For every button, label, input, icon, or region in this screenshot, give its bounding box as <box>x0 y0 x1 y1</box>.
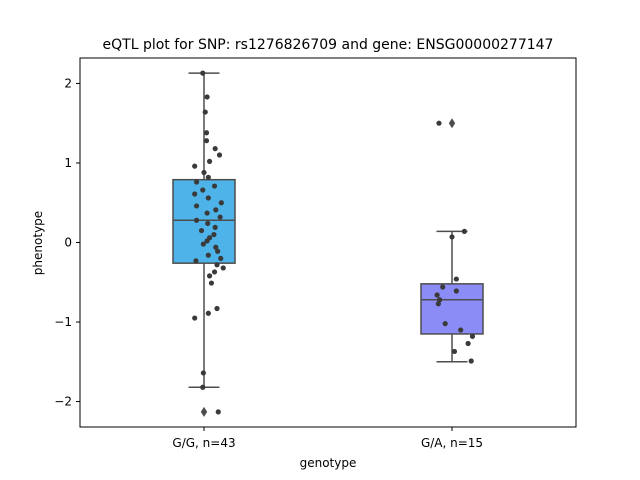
data-point <box>211 231 217 238</box>
data-point <box>192 315 198 321</box>
data-point <box>453 288 459 294</box>
box-iqr <box>172 178 236 264</box>
data-point <box>468 358 474 364</box>
data-point <box>200 370 206 376</box>
data-point <box>193 217 200 223</box>
y-tick-label: −2 <box>54 395 72 409</box>
data-point <box>208 280 215 286</box>
chart-title: eQTL plot for SNP: rs1276826709 and gene… <box>103 37 554 53</box>
data-point <box>213 207 219 213</box>
data-point <box>437 297 443 303</box>
data-point <box>193 179 200 185</box>
data-point <box>217 214 223 220</box>
data-point <box>203 138 210 144</box>
data-point <box>214 262 220 268</box>
data-point <box>193 203 200 209</box>
data-point <box>211 183 218 189</box>
data-point <box>205 174 211 180</box>
box-group <box>420 118 484 364</box>
data-point <box>214 305 220 312</box>
data-point <box>204 210 210 216</box>
data-point <box>215 248 221 254</box>
data-point <box>440 284 446 290</box>
box-group <box>172 70 236 417</box>
data-point <box>451 348 458 355</box>
data-point <box>442 321 448 327</box>
y-axis-label: phenotype <box>31 211 45 275</box>
data-point <box>192 191 198 197</box>
data-point <box>218 255 224 262</box>
data-point <box>200 70 206 76</box>
data-point <box>469 333 476 339</box>
y-axis: 2 1 0 −1 −2 <box>54 76 80 409</box>
data-point <box>458 327 464 333</box>
data-point <box>453 276 459 282</box>
data-point <box>205 252 211 258</box>
x-axis: G/G, n=43 G/A, n=15 <box>172 427 483 450</box>
data-point <box>212 146 218 152</box>
data-point <box>213 244 219 250</box>
data-point <box>206 273 213 279</box>
data-point <box>216 152 223 158</box>
data-point <box>201 169 207 176</box>
data-point <box>215 409 221 415</box>
data-point <box>435 301 441 307</box>
outlier-marker <box>448 118 456 129</box>
data-point <box>220 265 226 271</box>
data-point <box>202 109 208 115</box>
data-point <box>212 224 218 230</box>
data-point <box>204 94 210 100</box>
data-point <box>193 258 199 264</box>
data-point <box>200 384 206 390</box>
outlier-marker <box>200 406 208 417</box>
x-tick-label: G/G, n=43 <box>172 436 235 450</box>
data-point <box>205 310 211 316</box>
data-point <box>211 269 218 275</box>
plot-frame <box>79 57 577 428</box>
data-point <box>192 163 198 169</box>
y-tick-label: 0 <box>64 236 72 250</box>
y-tick-label: −1 <box>54 315 72 329</box>
data-point <box>449 234 455 240</box>
y-tick-label: 2 <box>64 76 72 90</box>
data-point <box>198 227 205 234</box>
data-point <box>200 241 206 247</box>
data-point <box>206 158 213 164</box>
data-point <box>205 220 211 227</box>
data-point <box>200 187 206 193</box>
x-tick-label: G/A, n=15 <box>421 436 483 450</box>
data-point <box>204 238 210 244</box>
data-point <box>434 292 440 298</box>
data-point <box>203 130 210 136</box>
data-point <box>436 120 442 126</box>
data-point <box>218 200 224 206</box>
data-point <box>205 195 211 201</box>
x-axis-label: genotype <box>300 456 357 470</box>
plot-area <box>172 70 484 417</box>
y-tick-label: 1 <box>64 156 72 170</box>
box-iqr <box>420 283 484 335</box>
data-point <box>465 340 471 347</box>
data-point <box>461 228 467 234</box>
